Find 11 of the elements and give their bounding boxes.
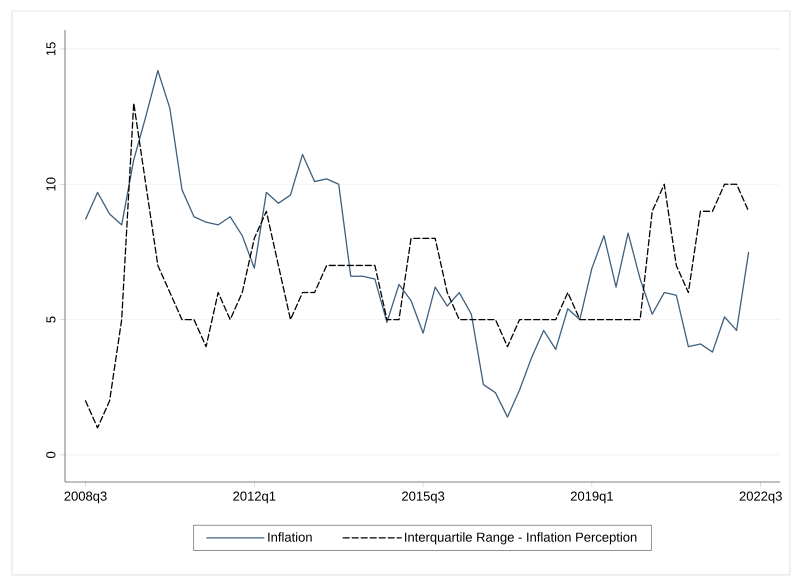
y-tick-label: 0 bbox=[46, 452, 56, 458]
x-tick-label: 2019q1 bbox=[570, 492, 613, 504]
y-tick-label: 15 bbox=[46, 42, 56, 56]
x-tick-label: 2022q3 bbox=[740, 492, 782, 504]
legend-label: Inflation bbox=[268, 532, 312, 542]
x-tick-label: 2012q1 bbox=[233, 492, 276, 504]
y-tick-label: 5 bbox=[46, 316, 56, 323]
x-tick-label: 2015q3 bbox=[402, 492, 444, 504]
legend-label: Interquartile Range - Inflation Perception bbox=[405, 532, 636, 544]
x-tick-label: 2008q3 bbox=[64, 492, 107, 504]
y-tick-label: 10 bbox=[46, 178, 56, 191]
